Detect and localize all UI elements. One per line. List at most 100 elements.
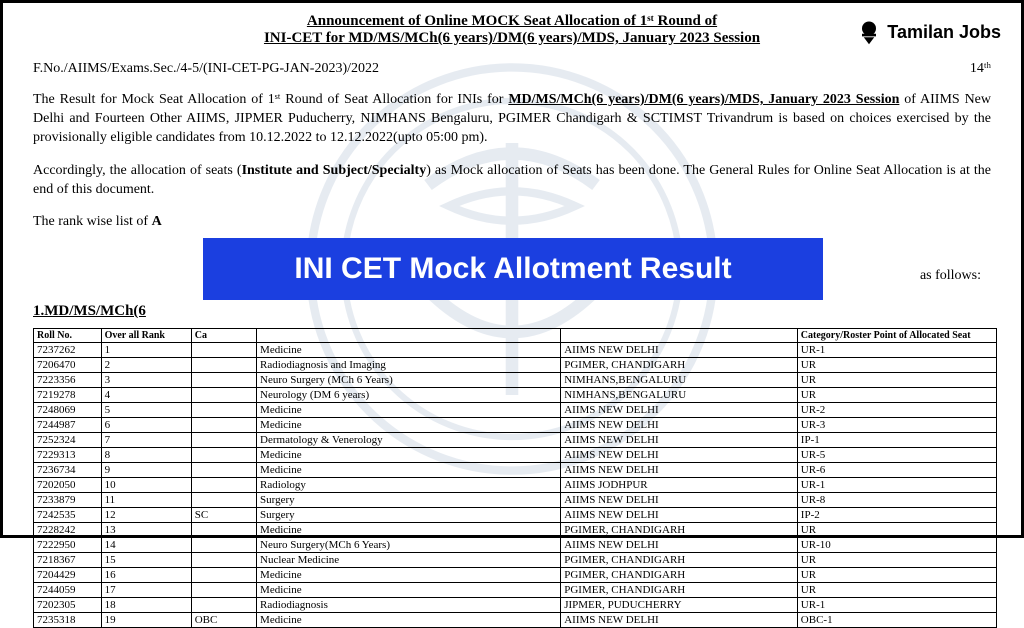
- cell-cat: [191, 478, 256, 493]
- table-row: 720230518RadiodiagnosisJIPMER, PUDUCHERR…: [34, 598, 997, 613]
- cell-rank: 2: [101, 358, 191, 373]
- cell-inst: AIIMS NEW DELHI: [561, 418, 798, 433]
- cell-roll: 7242535: [34, 508, 102, 523]
- cell-inst: AIIMS JODHPUR: [561, 478, 798, 493]
- cell-spec: Medicine: [257, 568, 561, 583]
- cell-rank: 4: [101, 388, 191, 403]
- para2-bold: Institute and Subject/Specialty: [242, 163, 427, 178]
- cell-rank: 13: [101, 523, 191, 538]
- cell-alloc: UR: [797, 568, 996, 583]
- cell-rank: 11: [101, 493, 191, 508]
- cell-spec: Radiodiagnosis and Imaging: [257, 358, 561, 373]
- cell-spec: Surgery: [257, 508, 561, 523]
- cell-spec: Neurology (DM 6 years): [257, 388, 561, 403]
- cell-cat: [191, 538, 256, 553]
- cell-cat: [191, 373, 256, 388]
- cell-spec: Radiology: [257, 478, 561, 493]
- cell-spec: Medicine: [257, 583, 561, 598]
- cell-inst: PGIMER, CHANDIGARH: [561, 568, 798, 583]
- cell-rank: 5: [101, 403, 191, 418]
- cell-alloc: OBC-1: [797, 613, 996, 628]
- cell-cat: [191, 388, 256, 403]
- cell-spec: Medicine: [257, 403, 561, 418]
- cell-cat: [191, 433, 256, 448]
- table-row: 72293138MedicineAIIMS NEW DELHIUR-5: [34, 448, 997, 463]
- cell-roll: 7229313: [34, 448, 102, 463]
- cell-roll: 7222950: [34, 538, 102, 553]
- cell-spec: Neuro Surgery(MCh 6 Years): [257, 538, 561, 553]
- section-heading: 1.MD/MS/MCh(6: [33, 303, 146, 320]
- cell-alloc: UR: [797, 388, 996, 403]
- overlay-banner: INI CET Mock Allotment Result: [203, 238, 823, 300]
- cell-alloc: UR-6: [797, 463, 996, 478]
- brand-text: Tamilan Jobs: [887, 22, 1001, 43]
- cell-spec: Nuclear Medicine: [257, 553, 561, 568]
- table-header-row: Roll No. Over all Rank Ca Category/Roste…: [34, 329, 997, 343]
- cell-rank: 7: [101, 433, 191, 448]
- cell-alloc: UR: [797, 583, 996, 598]
- cell-roll: 7235318: [34, 613, 102, 628]
- table-row: 721836715 Nuclear MedicinePGIMER, CHANDIG…: [34, 553, 997, 568]
- cell-alloc: UR-5: [797, 448, 996, 463]
- para2-pre: Accordingly, the allocation of seats (: [33, 163, 242, 178]
- table-row: 723531819OBCMedicineAIIMS NEW DELHIOBC-1: [34, 613, 997, 628]
- col-roll: Roll No.: [34, 329, 102, 343]
- cell-inst: AIIMS NEW DELHI: [561, 403, 798, 418]
- allotment-table: Roll No. Over all Rank Ca Category/Roste…: [33, 328, 997, 628]
- cell-rank: 15: [101, 553, 191, 568]
- cell-roll: 7218367: [34, 553, 102, 568]
- table-row: 72480695MedicineAIIMS NEW DELHIUR-2: [34, 403, 997, 418]
- cell-cat: [191, 463, 256, 478]
- cell-cat: OBC: [191, 613, 256, 628]
- cell-inst: PGIMER, CHANDIGARH: [561, 553, 798, 568]
- paragraph-ranklist: The rank wise list of A: [33, 213, 991, 232]
- cell-inst: NIMHANS,BENGALURU: [561, 388, 798, 403]
- cell-roll: 7228242: [34, 523, 102, 538]
- table-row: 723387911SurgeryAIIMS NEW DELHIUR-8: [34, 493, 997, 508]
- cell-roll: 7202305: [34, 598, 102, 613]
- col-cat: Ca: [191, 329, 256, 343]
- table-row: 72192784Neurology (DM 6 years)NIMHANS,BE…: [34, 388, 997, 403]
- paragraph-result: The Result for Mock Seat Allocation of 1…: [33, 91, 991, 148]
- cell-inst: AIIMS NEW DELHI: [561, 508, 798, 523]
- col-alloc: Category/Roster Point of Allocated Seat: [797, 329, 996, 343]
- cell-roll: 7237262: [34, 343, 102, 358]
- cell-alloc: IP-1: [797, 433, 996, 448]
- cell-cat: [191, 553, 256, 568]
- cell-rank: 19: [101, 613, 191, 628]
- cell-rank: 17: [101, 583, 191, 598]
- cell-roll: 7233879: [34, 493, 102, 508]
- table-row: 72367349MedicineAIIMS NEW DELHIUR-6: [34, 463, 997, 478]
- para3-bold: A: [152, 214, 162, 229]
- table-row: 72449876MedicineAIIMS NEW DELHIUR-3: [34, 418, 997, 433]
- cell-alloc: UR-10: [797, 538, 996, 553]
- cell-alloc: UR-8: [797, 493, 996, 508]
- cell-spec: Surgery: [257, 493, 561, 508]
- cell-rank: 1: [101, 343, 191, 358]
- cell-cat: [191, 448, 256, 463]
- cell-inst: PGIMER, CHANDIGARH: [561, 583, 798, 598]
- cell-alloc: UR: [797, 358, 996, 373]
- cell-inst: AIIMS NEW DELHI: [561, 463, 798, 478]
- cell-roll: 7202050: [34, 478, 102, 493]
- cell-cat: [191, 493, 256, 508]
- cell-spec: Neuro Surgery (MCh 6 Years): [257, 373, 561, 388]
- table-row: 722824213MedicinePGIMER, CHANDIGARHUR: [34, 523, 997, 538]
- cell-roll: 7248069: [34, 403, 102, 418]
- cell-alloc: UR: [797, 553, 996, 568]
- table-row: 722295014Neuro Surgery(MCh 6 Years)AIIMS…: [34, 538, 997, 553]
- para1-underline: MD/MS/MCh(6 years)/DM(6 years)/MDS, Janu…: [508, 92, 899, 107]
- col-spec: [257, 329, 561, 343]
- cell-spec: Medicine: [257, 448, 561, 463]
- cell-spec: Medicine: [257, 343, 561, 358]
- cell-alloc: IP-2: [797, 508, 996, 523]
- cell-inst: PGIMER, CHANDIGARH: [561, 523, 798, 538]
- cell-roll: 7236734: [34, 463, 102, 478]
- brand-logo: Tamilan Jobs: [855, 18, 1001, 46]
- announcement-title: Announcement of Online MOCK Seat Allocat…: [33, 13, 991, 47]
- cell-roll: 7204429: [34, 568, 102, 583]
- cell-rank: 12: [101, 508, 191, 523]
- cell-cat: [191, 583, 256, 598]
- cell-cat: [191, 568, 256, 583]
- para3-pre: The rank wise list of: [33, 214, 152, 229]
